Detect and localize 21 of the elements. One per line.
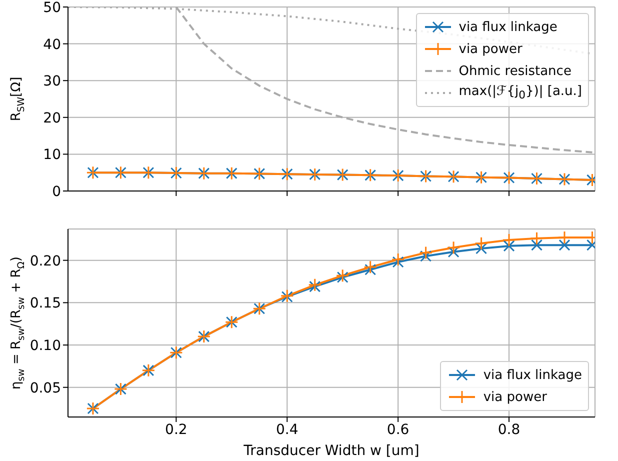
legend-label: via flux linkage <box>483 368 582 382</box>
legend-label: via power <box>483 390 547 404</box>
y-tick-label: 40 <box>43 36 61 53</box>
x-tick-label: 0.2 <box>165 422 188 438</box>
y-tick-label: 50 <box>43 0 61 16</box>
y-tick-label: 0.10 <box>30 338 61 354</box>
y-tick-label: 20 <box>43 110 61 126</box>
x-tick-label: 0.4 <box>276 422 298 438</box>
x-tick-label: 0.8 <box>498 422 520 438</box>
y-tick-label: 0.20 <box>30 253 61 270</box>
y-tick-label: 0 <box>52 184 61 200</box>
legend-label: max(|ℱ{j$_{0}$})| [a.u.] <box>458 84 582 102</box>
legend-label: Ohmic resistance <box>458 64 572 78</box>
legend-label: via power <box>458 42 522 56</box>
y-tick-label: 30 <box>43 74 61 90</box>
y-tick-label: 0.05 <box>30 380 61 396</box>
y-tick-label: 10 <box>43 147 61 164</box>
legend-label: via flux linkage <box>458 20 558 34</box>
x-axis-title: Transducer Width w [um] <box>242 443 420 459</box>
y-tick-label: 0.15 <box>30 296 61 312</box>
x-tick-label: 0.6 <box>386 422 410 438</box>
